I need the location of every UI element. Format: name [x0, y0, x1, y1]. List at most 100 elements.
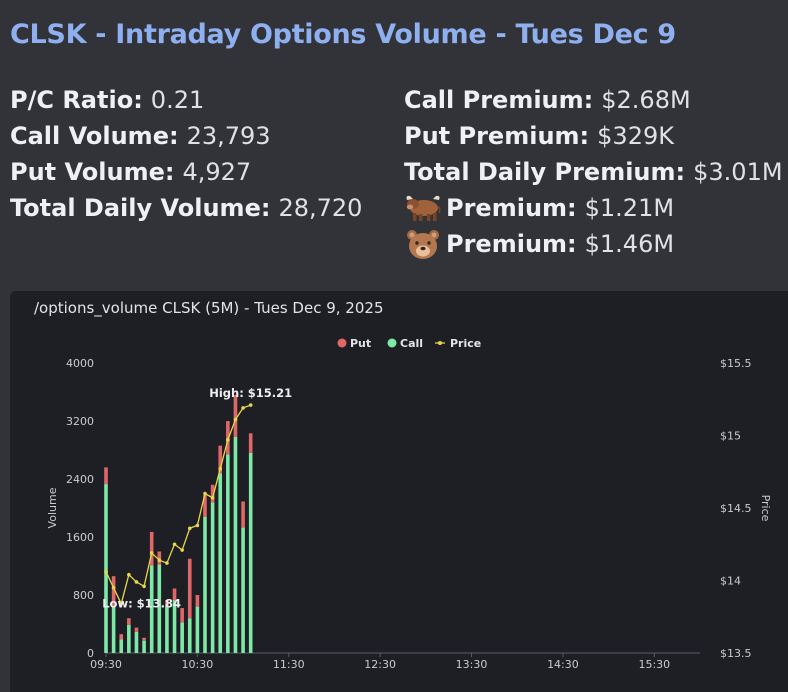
stat-value: 28,720	[278, 194, 363, 222]
price-point	[210, 496, 215, 500]
price-point	[119, 601, 124, 606]
price-point	[111, 585, 116, 590]
price-point	[172, 542, 177, 547]
price-point	[127, 572, 131, 577]
put-bar	[111, 576, 116, 607]
call-bar	[157, 564, 162, 653]
price-point	[157, 558, 162, 562]
legend-call-marker	[387, 338, 397, 348]
stat-value: $3.01M	[693, 158, 783, 186]
x-tick-label: 15:30	[638, 658, 670, 671]
x-tick-label: 13:30	[456, 658, 488, 671]
call-bar	[142, 640, 146, 653]
price-point	[165, 561, 169, 565]
call-bar	[127, 624, 131, 653]
stats-right: Call Premium: $2.68M Put Premium: $329K To…	[404, 82, 783, 262]
bull-icon	[406, 195, 441, 221]
call-bar	[187, 618, 192, 653]
put-bar	[157, 551, 162, 565]
high-annotation: High: $15.21	[209, 386, 292, 400]
put-bar	[226, 421, 230, 455]
legend-put-marker	[337, 338, 347, 348]
y-tick-label: 2400	[66, 473, 94, 486]
call-bar	[226, 454, 230, 653]
y-tick-label: 800	[73, 589, 94, 602]
stat-value: 0.21	[150, 86, 205, 114]
price-point	[241, 406, 245, 410]
stat-label: Total Daily Premium	[404, 158, 676, 186]
y-tick-label: 4000	[66, 357, 94, 370]
legend-price-label: Price	[450, 337, 481, 350]
call-bar	[210, 502, 215, 653]
stat-label: P/C Ratio	[10, 86, 134, 114]
x-tick-label: 11:30	[273, 658, 305, 671]
price-point	[218, 467, 223, 471]
price-point	[104, 570, 108, 574]
x-tick-label: 10:30	[182, 658, 214, 671]
stat-label: Total Daily Volume	[10, 194, 261, 222]
call-bar	[111, 606, 116, 653]
stat-value: $1.21M	[584, 194, 675, 222]
price-point	[233, 417, 238, 422]
legend-call-label: Call	[400, 337, 423, 350]
put-bar	[203, 494, 207, 517]
put-bar	[134, 627, 139, 632]
price-point	[187, 526, 192, 531]
call-bar	[149, 565, 154, 653]
call-bar	[165, 605, 169, 653]
page-title: CLSK - Intraday Options Volume - Tues De…	[10, 19, 676, 50]
call-bar	[119, 639, 124, 653]
stat-label: Call Volume	[10, 122, 169, 150]
stat-bear-premium: Premium: $1.46M	[404, 226, 783, 262]
put-bar	[187, 558, 192, 619]
low-annotation: Low: $13.84	[102, 597, 181, 611]
stat-put-premium: Put Premium: $329K	[404, 118, 783, 154]
stat-value: 23,793	[186, 122, 271, 150]
y2-tick-label: $13.5	[720, 647, 752, 660]
call-bar	[195, 606, 200, 653]
stat-value: 4,927	[182, 158, 252, 186]
call-bar	[203, 516, 207, 653]
price-point	[203, 491, 207, 496]
x-tick-label: 14:30	[547, 658, 579, 671]
put-bar	[248, 433, 253, 453]
put-bar	[172, 588, 177, 601]
stat-label: Premium	[446, 194, 568, 222]
stat-value: $2.68M	[601, 86, 691, 114]
call-bar	[218, 473, 223, 653]
price-point	[226, 438, 230, 442]
stat-label: Put Premium	[404, 122, 580, 150]
put-bar	[210, 484, 215, 503]
price-point	[149, 551, 154, 555]
stat-total-daily-volume: Total Daily Volume:28,720	[10, 190, 362, 226]
y2-tick-label: $14	[720, 575, 741, 588]
call-bar	[241, 527, 245, 653]
put-bar	[119, 634, 124, 640]
put-bar	[104, 467, 108, 485]
put-bar	[241, 501, 245, 528]
price-point	[180, 548, 184, 552]
stats-left: P/C Ratio:0.21 Call Volume:23,793 Put Vo…	[10, 82, 362, 226]
y-axis-title: Volume	[46, 487, 59, 528]
stat-put-volume: Put Volume:4,927	[10, 154, 362, 190]
stat-call-premium: Call Premium: $2.68M	[404, 82, 783, 118]
options-volume-chart: 0 800 1600 2400 3200 4000 $13.5 $14 $14.5 $15 $15.…	[46, 337, 772, 671]
call-bar	[248, 452, 253, 653]
put-bar	[165, 600, 169, 606]
x-tick-label: 09:30	[90, 658, 122, 671]
call-bar	[134, 631, 139, 653]
stat-bull-premium: Premium: $1.21M	[404, 190, 783, 226]
chart-title: /options_volume CLSK (5M) - Tues Dec 9, …	[34, 299, 384, 317]
put-bar	[233, 394, 238, 437]
call-bar	[172, 600, 177, 653]
put-bar	[180, 608, 184, 623]
chart-panel: /options_volume CLSK (5M) - Tues Dec 9, …	[10, 291, 788, 692]
y2-tick-label: $14.5	[720, 502, 752, 515]
y-tick-label: 3200	[66, 415, 94, 428]
stat-call-volume: Call Volume:23,793	[10, 118, 362, 154]
put-bar	[195, 595, 200, 607]
put-bar	[149, 531, 154, 566]
put-bar	[142, 637, 146, 641]
price-point	[248, 403, 253, 407]
price-point	[142, 584, 146, 589]
